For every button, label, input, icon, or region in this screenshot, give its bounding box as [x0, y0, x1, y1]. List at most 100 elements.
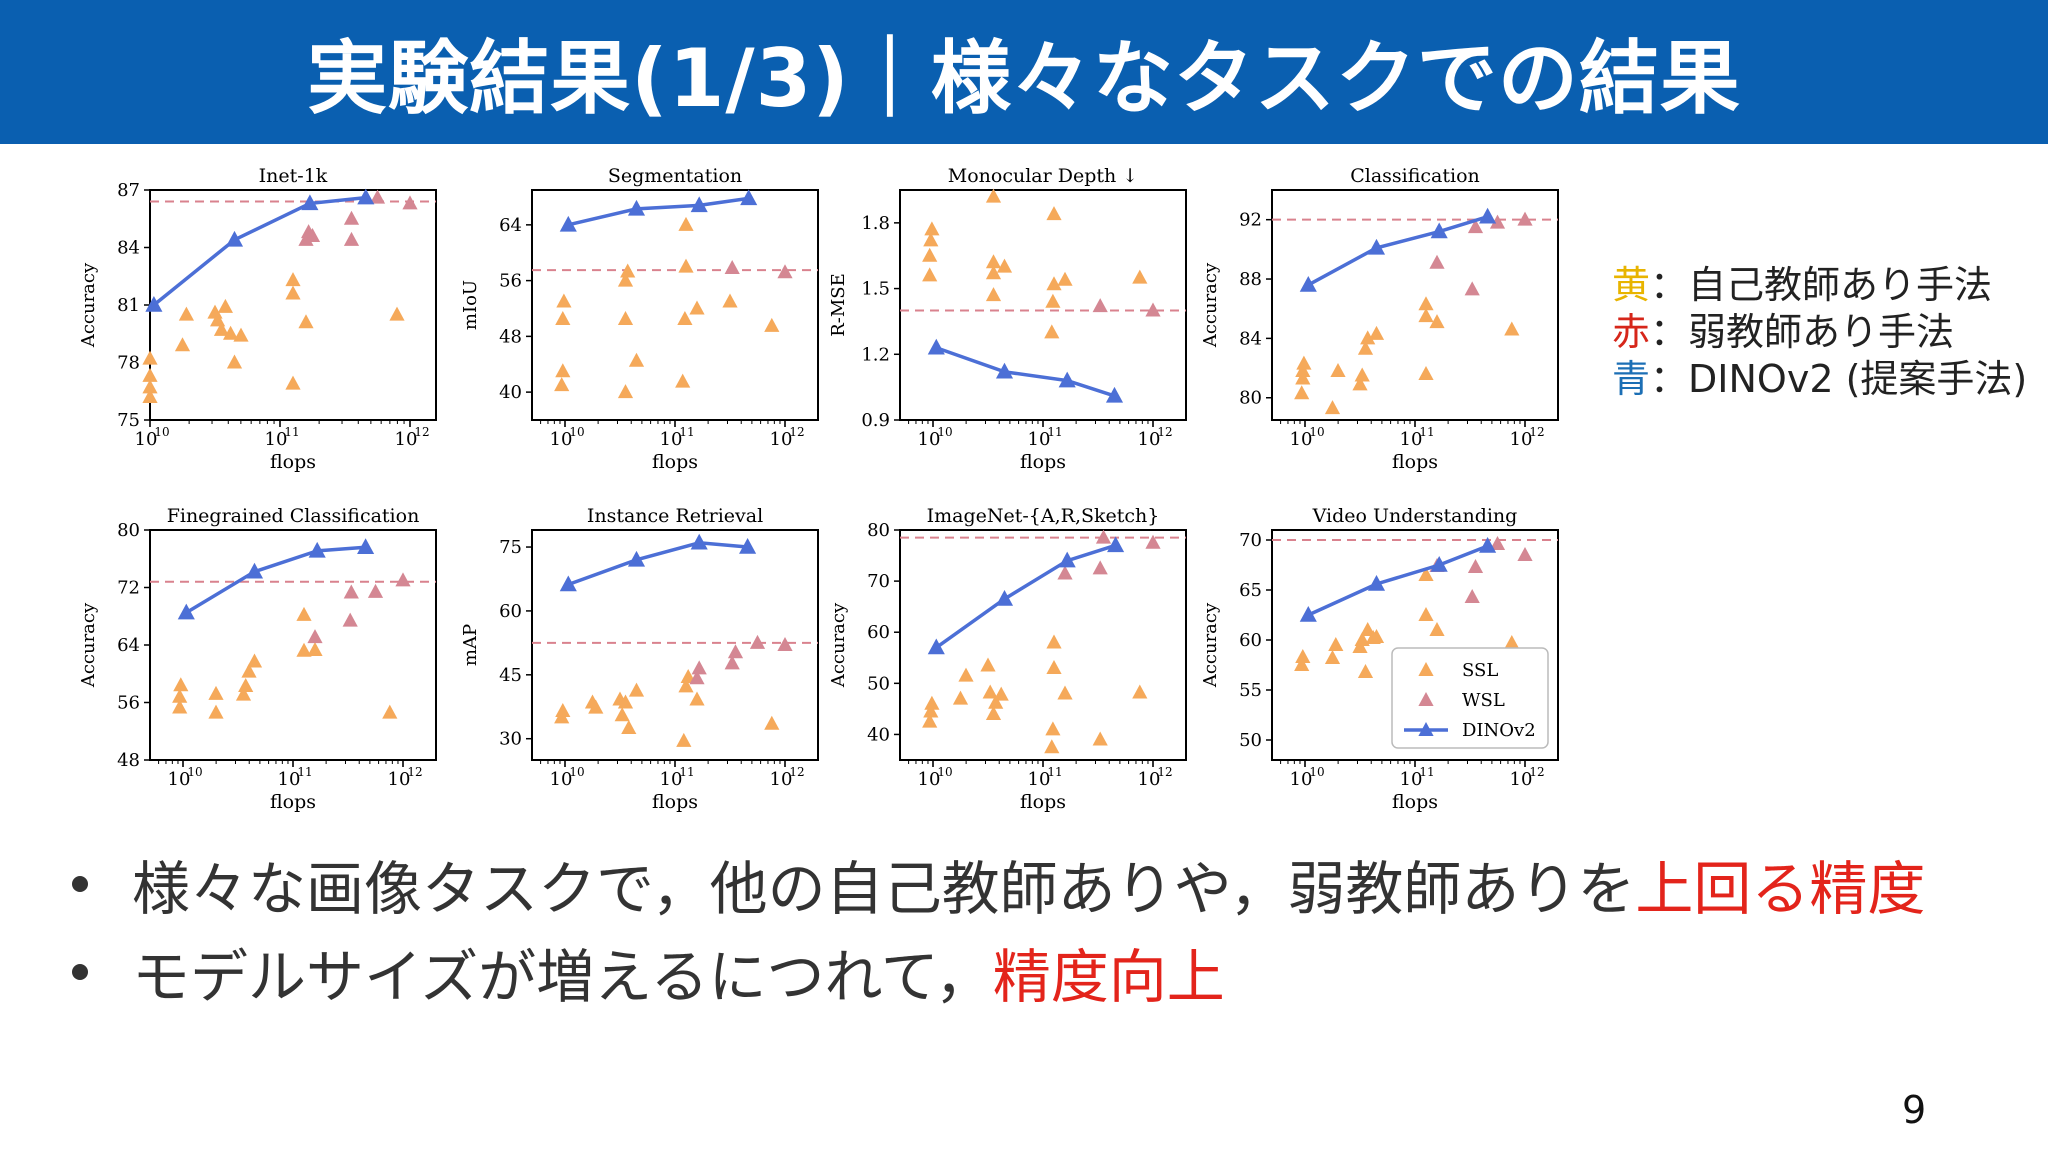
chart-panel: ImageNet-{A,R,Sketch} flops Accuracy 40 50 60…: [828, 505, 1187, 813]
dinov2-point: [1107, 536, 1125, 553]
dinov2-point: [177, 603, 195, 620]
chart-title: Finegrained Classification: [167, 505, 420, 527]
ssl-point: [1418, 366, 1434, 380]
ssl-point: [241, 663, 257, 678]
x-tick-exponent: 12: [1157, 765, 1172, 779]
y-tick-label: 50: [1239, 730, 1262, 751]
ssl-point: [617, 310, 634, 325]
wsl-point: [342, 612, 358, 627]
x-tick-label: 10: [1400, 769, 1423, 790]
ssl-point: [678, 678, 694, 693]
x-tick-exponent: 10: [569, 425, 584, 439]
x-tick-label: 10: [278, 769, 301, 790]
bullet-item: モデルサイズが増えるにつれて， 精度向上: [72, 928, 1925, 1016]
x-tick-exponent: 12: [1157, 425, 1172, 439]
bullet-dot: [72, 964, 88, 980]
ssl-point: [142, 379, 158, 394]
x-tick-label: 10: [1510, 429, 1533, 450]
ssl-point: [172, 688, 188, 703]
y-tick-label: 72: [117, 578, 140, 599]
ssl-point: [1418, 567, 1434, 581]
ssl-point: [1295, 649, 1311, 663]
legend-row-wsl: 赤：弱教師あり手法: [1612, 309, 2027, 356]
ssl-point: [924, 695, 940, 710]
ssl-point: [213, 321, 230, 336]
y-axis-label: Accuracy: [78, 602, 99, 688]
y-tick-label: 1.5: [861, 279, 890, 300]
ssl-point: [617, 694, 634, 709]
wsl-point: [727, 644, 744, 659]
dinov2-point: [1299, 275, 1317, 292]
x-tick-label: 10: [388, 769, 411, 790]
ssl-point: [923, 232, 939, 247]
ssl-point: [246, 653, 263, 668]
method-legend: 黄：自己教師あり手法 赤：弱教師あり手法 青：DINOv2 (提案手法): [1612, 262, 2027, 403]
x-axis-label: flops: [652, 791, 698, 813]
dinov2-point: [308, 541, 326, 558]
dinov2-line: [935, 543, 1117, 649]
x-tick-exponent: 11: [297, 765, 312, 779]
legend-row-dino: 青：DINOv2 (提案手法): [1612, 356, 2027, 403]
x-tick-label: 10: [770, 769, 793, 790]
ssl-point: [678, 216, 694, 231]
dinov2-point: [225, 230, 244, 247]
dinov2-point: [559, 215, 577, 232]
y-tick-label: 70: [1239, 530, 1262, 551]
ssl-point: [1357, 340, 1374, 355]
y-tick-label: 55: [1239, 680, 1262, 701]
dinov2-line: [567, 541, 748, 587]
dinov2-point: [145, 296, 163, 312]
y-axis-label: R-MSE: [828, 273, 849, 337]
y-tick-label: 70: [867, 571, 890, 592]
y-tick-label: 64: [117, 635, 140, 656]
wsl-point: [395, 572, 411, 587]
ssl-point: [235, 686, 252, 701]
y-tick-label: 45: [499, 665, 522, 686]
chart-panel: Monocular Depth ↓ flops R-MSE 0.9 1.2 1.5 1.8 1…: [828, 165, 1187, 473]
ssl-point: [298, 314, 314, 329]
ssl-point: [924, 221, 940, 236]
ssl-point: [555, 310, 571, 325]
ssl-point: [1132, 684, 1148, 699]
wsl-point: [724, 260, 740, 275]
ssl-point: [233, 327, 249, 342]
dinov2-point: [627, 550, 646, 567]
x-tick-exponent: 12: [1529, 765, 1544, 779]
ssl-point: [238, 677, 254, 692]
x-tick-label: 10: [1028, 769, 1051, 790]
y-tick-label: 65: [1239, 580, 1262, 601]
dinov2-point: [559, 575, 577, 592]
dinov2-point: [927, 338, 945, 355]
ssl-point: [952, 690, 969, 705]
y-tick-label: 84: [117, 238, 140, 259]
wsl-point: [1517, 211, 1533, 226]
x-tick-exponent: 11: [284, 425, 299, 439]
ssl-point: [208, 685, 224, 700]
ssl-point: [1328, 637, 1344, 651]
ssl-point: [174, 337, 191, 352]
x-tick-label: 10: [550, 429, 573, 450]
ssl-point: [996, 258, 1013, 273]
ssl-point: [958, 667, 974, 682]
wsl-point: [1145, 302, 1161, 317]
ssl-point: [555, 363, 571, 378]
ssl-point: [621, 720, 637, 735]
x-tick-label: 10: [1510, 769, 1533, 790]
x-tick-exponent: 11: [679, 765, 694, 779]
x-tick-label: 10: [660, 769, 683, 790]
ssl-point: [142, 367, 158, 382]
y-tick-label: 75: [499, 537, 522, 558]
wsl-point: [1145, 534, 1161, 549]
y-axis-label: Accuracy: [1200, 602, 1221, 688]
ssl-point: [628, 352, 645, 367]
wsl-point: [1464, 589, 1480, 603]
ssl-point: [764, 317, 780, 332]
bullet-text: 様々な画像タスクで，他の自己教師ありや，弱教師ありを: [132, 855, 1636, 923]
legend-text-wsl: 弱教師あり手法: [1688, 310, 1955, 354]
y-tick-label: 80: [867, 520, 890, 541]
x-tick-exponent: 11: [1419, 765, 1434, 779]
x-tick-label: 10: [1028, 429, 1051, 450]
